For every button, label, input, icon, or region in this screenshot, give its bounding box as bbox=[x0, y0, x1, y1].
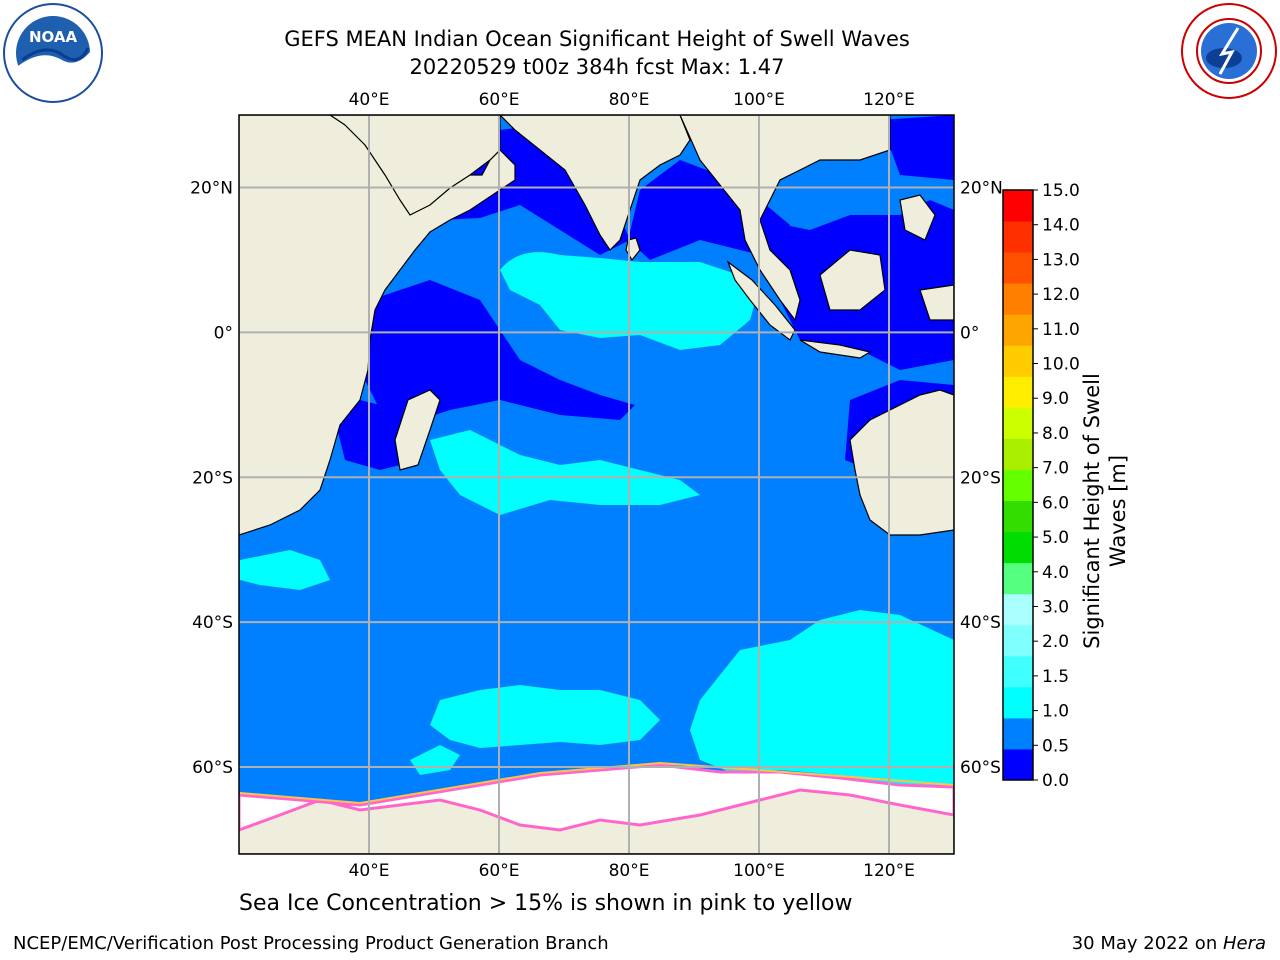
colorbar-label-line1: Significant Height of Swell bbox=[1080, 373, 1104, 649]
colorbar-segment bbox=[1003, 314, 1033, 346]
colorbar-segment bbox=[1003, 531, 1033, 564]
colorbar-tick-label: 0.5 bbox=[1042, 736, 1069, 756]
axis-labels: 40°E 40°E 60°E 60°E 80°E 80°E 100°E 100°E 120°E 1… bbox=[190, 90, 1003, 881]
lon-label-bottom: 80°E bbox=[609, 861, 650, 881]
colorbar-segment bbox=[1003, 624, 1033, 657]
colorbar-segment bbox=[1003, 252, 1033, 284]
lat-label-left: 40°S bbox=[192, 613, 233, 633]
colorbar-segment bbox=[1003, 500, 1033, 533]
colorbar-tick-label: 14.0 bbox=[1042, 216, 1080, 236]
colorbar-tick-label: 5.0 bbox=[1042, 528, 1069, 548]
footer-branch: NCEP/EMC/Verification Post Processing Pr… bbox=[13, 933, 609, 954]
noaa-logo: NOAA bbox=[2, 2, 104, 104]
lon-label-top: 40°E bbox=[349, 90, 390, 110]
colorbar-segment bbox=[1003, 686, 1033, 719]
colorbar-segment bbox=[1003, 717, 1033, 750]
lat-label-right: 60°S bbox=[960, 758, 1001, 778]
colorbar-tick-label: 9.0 bbox=[1042, 389, 1069, 409]
lon-label-top: 60°E bbox=[479, 90, 520, 110]
lat-label-right: 20°S bbox=[960, 468, 1001, 488]
colorbar-tick-label: 15.0 bbox=[1042, 181, 1080, 201]
colorbar-segment bbox=[1003, 469, 1033, 502]
map-frame bbox=[238, 114, 955, 855]
colorbar-segment bbox=[1003, 748, 1033, 781]
lon-label-bottom: 120°E bbox=[863, 861, 915, 881]
colorbar-tick-label: 10.0 bbox=[1042, 355, 1080, 375]
colorbar-segment bbox=[1003, 438, 1033, 470]
footer-date-text: 30 May 2022 on bbox=[1071, 933, 1223, 954]
footer-date: 30 May 2022 on Hera bbox=[1072, 933, 1266, 954]
colorbar-segment bbox=[1003, 593, 1033, 626]
sea-ice-zone bbox=[239, 763, 954, 832]
lat-label-right: 20°N bbox=[960, 178, 1003, 198]
lon-label-top: 120°E bbox=[863, 90, 915, 110]
svg-text:NOAA: NOAA bbox=[29, 28, 78, 46]
lon-label-top: 80°E bbox=[609, 90, 650, 110]
colorbar-segment bbox=[1003, 407, 1033, 439]
lat-label-left: 60°S bbox=[192, 758, 233, 778]
colorbar-tick-label: 4.0 bbox=[1042, 563, 1069, 583]
nws-logo bbox=[1180, 2, 1278, 100]
lat-label-left: 20°N bbox=[190, 178, 233, 198]
colorbar-segment bbox=[1003, 562, 1033, 595]
colorbar-tick-label: 8.0 bbox=[1042, 424, 1069, 444]
colorbar-tick-label: 12.0 bbox=[1042, 285, 1080, 305]
lon-label-bottom: 40°E bbox=[349, 861, 390, 881]
colorbar-label-line2: Waves [m] bbox=[1106, 454, 1130, 568]
colorbar-tick-label: 13.0 bbox=[1042, 250, 1080, 270]
grid-lines bbox=[239, 115, 954, 854]
colorbar: 0.0 0.5 1.0 1.5 2.0 3.0 4.0 5.0 6.0 7.0 8.0 9.0 10.0… bbox=[1002, 181, 1080, 791]
colorbar-tick-label: 11.0 bbox=[1042, 320, 1080, 340]
lon-label-top: 100°E bbox=[733, 90, 785, 110]
lon-label-bottom: 60°E bbox=[479, 861, 520, 881]
colorbar-tick-label: 2.0 bbox=[1042, 632, 1069, 652]
colorbar-tick-label: 0.0 bbox=[1042, 771, 1069, 791]
colorbar-tick-label: 7.0 bbox=[1042, 459, 1069, 479]
sea-ice-note: Sea Ice Concentration > 15% is shown in … bbox=[239, 891, 853, 916]
colorbar-tick-label: 6.0 bbox=[1042, 493, 1069, 513]
colorbar-segment bbox=[1003, 345, 1033, 377]
chart-title: GEFS MEAN Indian Ocean Significant Heigh… bbox=[284, 27, 910, 51]
colorbar-segment bbox=[1003, 190, 1033, 222]
colorbar-tick-label: 3.0 bbox=[1042, 597, 1069, 617]
colorbar-segment bbox=[1003, 376, 1033, 408]
lat-label-right: 40°S bbox=[960, 613, 1001, 633]
lat-label-left: 20°S bbox=[192, 468, 233, 488]
colorbar-segment bbox=[1003, 221, 1033, 253]
lat-label-left: 0° bbox=[214, 323, 233, 343]
colorbar-segment bbox=[1003, 283, 1033, 315]
colorbar-segment bbox=[1003, 655, 1033, 688]
colorbar-tick-label: 1.5 bbox=[1042, 667, 1069, 687]
colorbar-tick-label: 1.0 bbox=[1042, 702, 1069, 722]
lat-label-right: 0° bbox=[960, 323, 979, 343]
footer-host: Hera bbox=[1222, 933, 1266, 954]
chart-subtitle: 20220529 t00z 384h fcst Max: 1.47 bbox=[409, 55, 785, 79]
lon-label-bottom: 100°E bbox=[733, 861, 785, 881]
colorbar-label: Significant Height of Swell Waves [m] bbox=[1079, 341, 1131, 681]
colorbar-frame bbox=[1002, 189, 1034, 781]
